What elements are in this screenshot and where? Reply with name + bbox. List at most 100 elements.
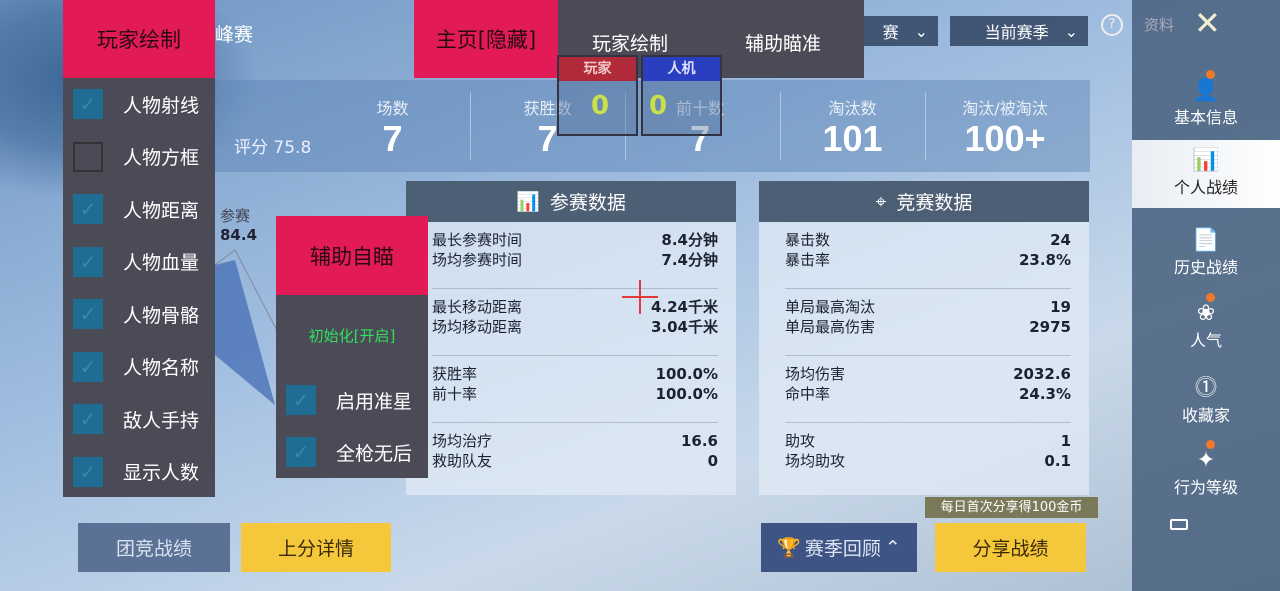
- rank-details-button[interactable]: 上分详情: [241, 523, 391, 572]
- sidebar-item[interactable]: ⓵ 收藏家: [1132, 368, 1280, 436]
- chevron-up-icon: ⌃: [884, 536, 901, 559]
- stats-row: 评分 75.8 场数 7 获胜数 7 前十数 7 淘汰数 101 淘汰/被淘汰 100+: [215, 80, 1090, 172]
- stat-row: 场均参赛时间 7.4分钟: [432, 250, 718, 270]
- profile-icon: 👤: [1192, 78, 1220, 103]
- stat-kd: 淘汰/被淘汰 100+: [962, 99, 1048, 159]
- option-label: 人物名称: [123, 357, 200, 379]
- behavior-icon: ✦: [1196, 448, 1216, 473]
- checkbox-icon[interactable]: ✓: [286, 385, 316, 415]
- stat-value: 1: [1060, 432, 1071, 450]
- option-label: 人物距离: [123, 199, 200, 222]
- sidebar-item[interactable]: ✦ 行为等级: [1132, 440, 1280, 508]
- player-draw-option[interactable]: ✓ 显示人数: [73, 456, 200, 487]
- menu-icon[interactable]: [1170, 519, 1188, 530]
- option-label: 全枪无后: [336, 442, 413, 465]
- player-draw-option[interactable]: ✓ 人物射线: [73, 89, 199, 119]
- notification-dot: [1206, 440, 1215, 449]
- stat-group: 助攻 1 场均助攻 0.1: [785, 423, 1071, 490]
- sidebar-item[interactable]: 📊 个人战绩: [1132, 140, 1280, 208]
- stat-label: 场均伤害: [785, 365, 846, 383]
- stat-matches: 场数 7: [376, 99, 409, 159]
- checkbox-icon[interactable]: ✓: [73, 194, 103, 224]
- competition-panel: ⌖ 竞赛数据 暴击数 24 暴击率 23.8% 单局最高淘汰 19 单局最高伤害 2975 场均伤…: [759, 181, 1089, 495]
- crosshair-marker-v: [639, 280, 641, 314]
- stat-row: 获胜率 100.0%: [432, 364, 718, 384]
- bot-count: 0: [649, 91, 668, 121]
- option-label: 人物射线: [123, 94, 200, 117]
- option-label: 启用准星: [336, 390, 413, 413]
- option-label: 人物方框: [123, 147, 200, 169]
- sidebar-item[interactable]: 📄 历史战绩: [1132, 220, 1280, 288]
- stat-row: 场均伤害 2032.6: [785, 364, 1071, 384]
- stat-value: 100.0%: [655, 365, 718, 383]
- stat-value: 19: [1050, 298, 1071, 316]
- sidebar-item-label: 历史战绩: [1173, 258, 1238, 277]
- checkbox-icon[interactable]: ✓: [73, 456, 103, 487]
- player-counter: 玩家 0: [557, 55, 638, 136]
- close-icon[interactable]: ✕: [1194, 4, 1221, 42]
- season-review-label: 赛季回顾: [804, 538, 881, 560]
- aim-option[interactable]: ✓ 全枪无后: [286, 437, 412, 467]
- tab-player-draw[interactable]: 玩家绘制: [592, 33, 669, 55]
- option-label: 人物骨骼: [123, 304, 200, 327]
- stat-value: 0: [707, 452, 718, 470]
- checkbox-icon[interactable]: ✓: [73, 246, 103, 277]
- player-draw-option[interactable]: ✓ 人物血量: [73, 246, 200, 277]
- stat-row: 场均移动距离 3.04千米: [432, 317, 718, 337]
- option-label: 显示人数: [123, 462, 200, 484]
- team-record-button[interactable]: 团竞战绩: [78, 523, 230, 572]
- checkbox-icon[interactable]: ✓: [73, 141, 103, 172]
- checkbox-icon[interactable]: ✓: [73, 299, 103, 329]
- stat-row: 最长参赛时间 8.4分钟: [432, 230, 718, 250]
- share-record-button[interactable]: 分享战绩: [935, 523, 1086, 572]
- checkbox-icon[interactable]: ✓: [73, 89, 103, 119]
- notification-dot: [1206, 70, 1215, 79]
- sidebar-item-label: 行为等级: [1173, 478, 1238, 497]
- participation-panel: 📊 参赛数据 最长参赛时间 8.4分钟 场均参赛时间 7.4分钟 最长移动距离 4.24千米…: [406, 181, 736, 495]
- sidebar-item[interactable]: ❀ 人气: [1132, 293, 1280, 361]
- sidebar-item-label: 收藏家: [1181, 406, 1230, 425]
- stat-label: 单局最高淘汰: [785, 298, 876, 316]
- chevron-down-icon: ⌄: [1064, 21, 1078, 41]
- stat-label: 单局最高伤害: [785, 318, 876, 336]
- player-count: 0: [591, 91, 610, 121]
- stat-group: 获胜率 100.0% 前十率 100.0%: [432, 356, 718, 423]
- stat-label: 最长参赛时间: [432, 231, 523, 249]
- crosshair-icon: ⌖: [875, 190, 887, 213]
- stat-row: 单局最高淘汰 19: [785, 297, 1071, 317]
- stat-row: 命中率 24.3%: [785, 384, 1071, 404]
- checkbox-icon[interactable]: ✓: [73, 404, 103, 434]
- stat-label: 场均助攻: [785, 452, 846, 470]
- checkbox-icon[interactable]: ✓: [73, 351, 103, 382]
- panel-title: 参赛数据: [549, 192, 626, 214]
- option-label: 敌人手持: [123, 409, 200, 432]
- player-draw-option[interactable]: ✓ 人物名称: [73, 351, 200, 382]
- sidebar-item[interactable]: 👤 基本信息: [1132, 70, 1280, 138]
- tab-home-hide[interactable]: 主页[隐藏]: [414, 0, 558, 78]
- season-dropdown[interactable]: 当前赛季 ⌄: [950, 16, 1088, 46]
- help-icon[interactable]: ?: [1101, 14, 1123, 36]
- aim-assist-menu: 辅助自瞄 初始化[开启] ✓ 启用准星 ✓ 全枪无后: [276, 216, 428, 478]
- stat-label: 命中率: [785, 385, 831, 403]
- stat-group: 最长移动距离 4.24千米 场均移动距离 3.04千米: [432, 289, 718, 356]
- player-draw-option[interactable]: ✓ 人物方框: [73, 141, 200, 172]
- stat-label: 最长移动距离: [432, 298, 523, 316]
- stats-icon: 📊: [1192, 148, 1220, 173]
- player-draw-option[interactable]: ✓ 人物骨骼: [73, 299, 199, 329]
- stat-wins: 获胜数 7: [523, 99, 572, 159]
- bot-counter-label: 人机: [643, 57, 720, 81]
- tab-aim-assist[interactable]: 辅助瞄准: [745, 33, 822, 55]
- checkbox-icon[interactable]: ✓: [286, 437, 316, 467]
- sidebar-item-label: 基本信息: [1173, 108, 1238, 127]
- player-draw-option[interactable]: ✓ 敌人手持: [73, 404, 199, 434]
- option-label: 人物血量: [123, 252, 200, 274]
- season-review-button[interactable]: 🏆 赛季回顾 ⌃: [761, 523, 917, 572]
- player-draw-menu: 玩家绘制 ✓ 人物射线 ✓ 人物方框 ✓ 人物距离 ✓ 人物血量 ✓ 人物骨骼 ✓ 人物名称 ✓ 敌人手持…: [63, 0, 215, 497]
- aim-option[interactable]: ✓ 启用准星: [286, 385, 412, 415]
- stat-top10: 前十数 7: [675, 99, 724, 159]
- stat-group: 场均治疗 16.6 救助队友 0: [432, 423, 718, 490]
- trophy-icon: 🏆: [777, 537, 801, 559]
- stat-value: 100.0%: [655, 385, 718, 403]
- player-draw-option[interactable]: ✓ 人物距离: [73, 194, 199, 224]
- player-counter-label: 玩家: [559, 57, 636, 81]
